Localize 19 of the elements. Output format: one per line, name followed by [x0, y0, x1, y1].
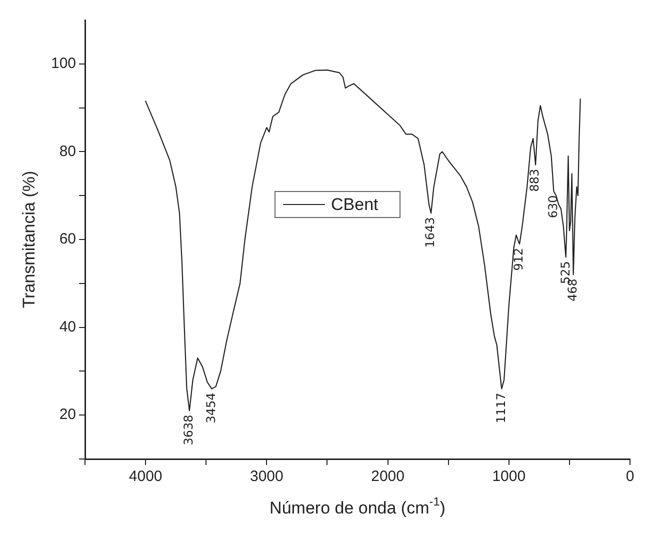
- annotation: 1117: [494, 392, 508, 424]
- x-tick-label: 2000: [371, 468, 404, 486]
- x-tick-label: 3000: [250, 468, 284, 486]
- annotation: 912: [512, 248, 526, 271]
- annotation: 630: [546, 195, 560, 218]
- y-tick-label: 100: [50, 55, 76, 72]
- annotation: 3454: [204, 392, 218, 424]
- y-tick-label: 80: [59, 142, 76, 160]
- y-axis-title: Transmitancia (%): [20, 170, 39, 308]
- legend-label: CBent: [331, 195, 379, 214]
- x-tick-label: 1000: [492, 468, 526, 486]
- y-tick-label: 20: [59, 406, 76, 424]
- y-tick-label: 60: [59, 230, 76, 248]
- x-tick-label: 4000: [128, 468, 162, 486]
- y-tick-label: 40: [59, 318, 76, 336]
- x-tick-label: 0: [626, 468, 634, 486]
- annotation: 3638: [182, 414, 196, 446]
- annotation: 883: [528, 168, 542, 192]
- annotation: 1643: [423, 217, 438, 248]
